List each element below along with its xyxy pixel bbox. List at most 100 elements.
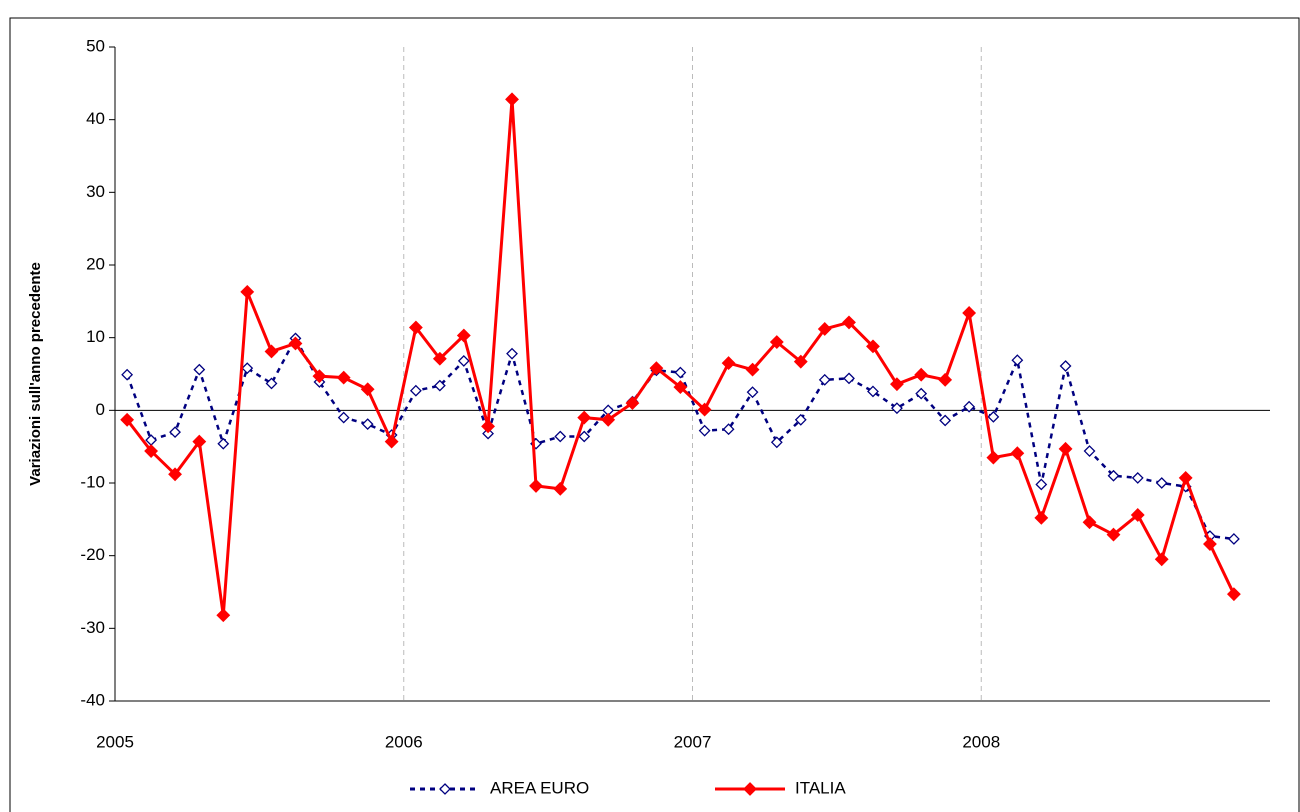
marker: [506, 347, 518, 360]
marker: [722, 423, 735, 436]
marker: [578, 430, 591, 443]
marker: [649, 361, 664, 376]
marker: [867, 385, 879, 398]
marker: [721, 356, 736, 371]
y-tick-label: -20: [80, 545, 105, 564]
marker: [674, 366, 687, 379]
marker: [698, 424, 711, 437]
marker: [577, 410, 592, 425]
marker: [505, 92, 519, 107]
y-tick-label: -30: [80, 618, 105, 637]
y-tick-label: 20: [86, 254, 105, 273]
y-tick-label: -10: [80, 472, 105, 491]
marker: [842, 315, 856, 330]
marker: [121, 368, 134, 381]
marker: [1203, 537, 1217, 551]
marker: [962, 306, 977, 320]
y-tick-label: 0: [96, 400, 105, 419]
frame: [9, 17, 1300, 812]
marker: [554, 430, 567, 443]
marker: [482, 427, 494, 440]
marker: [1083, 445, 1096, 457]
marker: [265, 377, 278, 390]
marker: [1058, 441, 1073, 456]
marker: [938, 372, 953, 387]
marker: [529, 478, 543, 493]
y-tick-label: 30: [86, 182, 105, 201]
x-tick-label: 2007: [674, 732, 712, 751]
marker: [169, 426, 181, 439]
marker: [384, 434, 399, 449]
marker: [360, 382, 375, 397]
marker: [914, 367, 929, 382]
marker: [264, 344, 279, 359]
marker: [192, 434, 207, 449]
marker: [601, 412, 616, 427]
y-tick-label: -40: [80, 690, 105, 709]
marker: [817, 322, 832, 336]
marker: [168, 467, 182, 482]
legend-marker: [439, 783, 451, 795]
legend-marker: [743, 782, 757, 796]
marker: [890, 377, 904, 392]
marker: [673, 380, 688, 394]
y-tick-label: 50: [86, 36, 105, 55]
marker: [697, 402, 712, 417]
marker: [1107, 469, 1120, 482]
marker: [1155, 477, 1168, 489]
y-axis-label: Variazioni sull'anno precedente: [27, 262, 44, 486]
marker: [843, 372, 855, 385]
marker: [1106, 527, 1121, 542]
marker: [457, 355, 470, 367]
marker: [770, 436, 783, 449]
marker: [1227, 533, 1240, 545]
marker: [481, 419, 495, 434]
marker: [216, 608, 231, 623]
marker: [145, 434, 158, 447]
marker: [432, 351, 447, 366]
marker: [769, 335, 784, 349]
marker: [217, 437, 230, 450]
x-tick-label: 2006: [385, 732, 423, 751]
marker: [361, 418, 374, 431]
marker: [193, 363, 206, 376]
legend-label: ITALIA: [795, 778, 846, 797]
marker: [1011, 354, 1024, 367]
marker: [409, 384, 422, 397]
marker: [120, 412, 135, 427]
marker: [1131, 471, 1144, 484]
marker: [1082, 515, 1097, 530]
marker: [793, 354, 808, 369]
marker: [288, 336, 303, 351]
y-tick-label: 40: [86, 109, 105, 128]
marker: [1178, 470, 1193, 485]
marker: [987, 410, 1000, 423]
marker: [745, 362, 760, 377]
marker: [963, 400, 976, 413]
marker: [312, 369, 327, 384]
marker: [1035, 478, 1048, 491]
marker: [746, 386, 759, 399]
marker: [1010, 446, 1025, 461]
marker: [336, 370, 351, 385]
marker: [1059, 360, 1072, 372]
y-tick-label: 10: [86, 327, 105, 346]
marker: [866, 339, 880, 354]
marker: [553, 481, 568, 496]
marker: [240, 284, 255, 299]
marker: [939, 414, 952, 427]
marker: [144, 444, 159, 458]
legend-label: AREA EURO: [490, 778, 589, 797]
marker: [794, 413, 807, 426]
x-tick-label: 2005: [96, 732, 134, 751]
marker: [1154, 552, 1169, 567]
marker: [1130, 508, 1145, 522]
marker: [337, 411, 350, 424]
marker: [1226, 587, 1241, 602]
marker: [915, 387, 928, 400]
series-line: [125, 99, 1236, 616]
marker: [986, 450, 1001, 465]
x-tick-label: 2008: [962, 732, 1000, 751]
marker: [433, 379, 446, 392]
